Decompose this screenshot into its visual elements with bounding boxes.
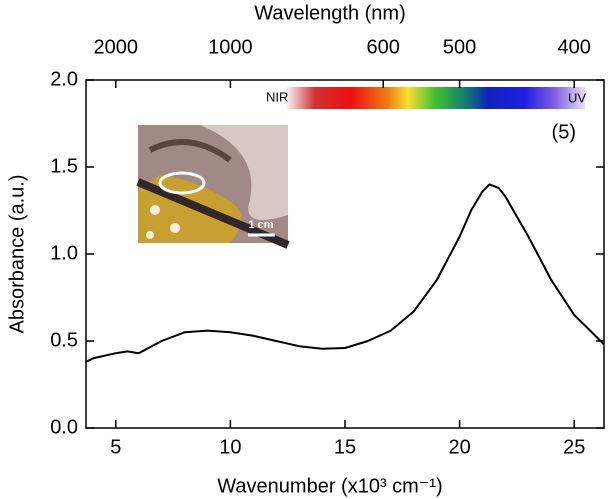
x2-tick-label: 400: [558, 36, 591, 58]
x-tick-label: 15: [334, 436, 356, 458]
y-axis-title: Absorbance (a.u.): [6, 175, 28, 334]
inset-photo: [136, 125, 290, 249]
x-tick-label: 25: [563, 436, 585, 458]
spectrum-right-label: UV: [568, 90, 586, 105]
annotation: (5): [552, 121, 576, 143]
y-tick-label: 2.0: [50, 68, 78, 90]
scale-label: 1 cm: [248, 219, 273, 231]
y-tick-label: 0.5: [50, 329, 78, 351]
y-tick-label: 0.0: [50, 416, 78, 438]
spectrum-left-label: NIR: [266, 89, 288, 104]
x-tick-label: 5: [110, 436, 121, 458]
spectrum-bar: [285, 87, 585, 109]
x2-tick-label: 1000: [208, 36, 253, 58]
y-tick-label: 1.5: [50, 155, 78, 177]
x2-tick-label: 2000: [94, 36, 139, 58]
x2-axis-title: Wavelength (nm): [254, 2, 406, 24]
data-line: [85, 183, 605, 363]
x-tick-label: 10: [219, 436, 241, 458]
x-axis-title: Wavenumber (x10³ cm⁻¹): [217, 475, 442, 497]
y-tick-label: 1.0: [50, 242, 78, 264]
x-tick-label: 20: [448, 436, 470, 458]
x2-tick-label: 600: [367, 36, 400, 58]
x2-tick-label: 500: [443, 36, 476, 58]
